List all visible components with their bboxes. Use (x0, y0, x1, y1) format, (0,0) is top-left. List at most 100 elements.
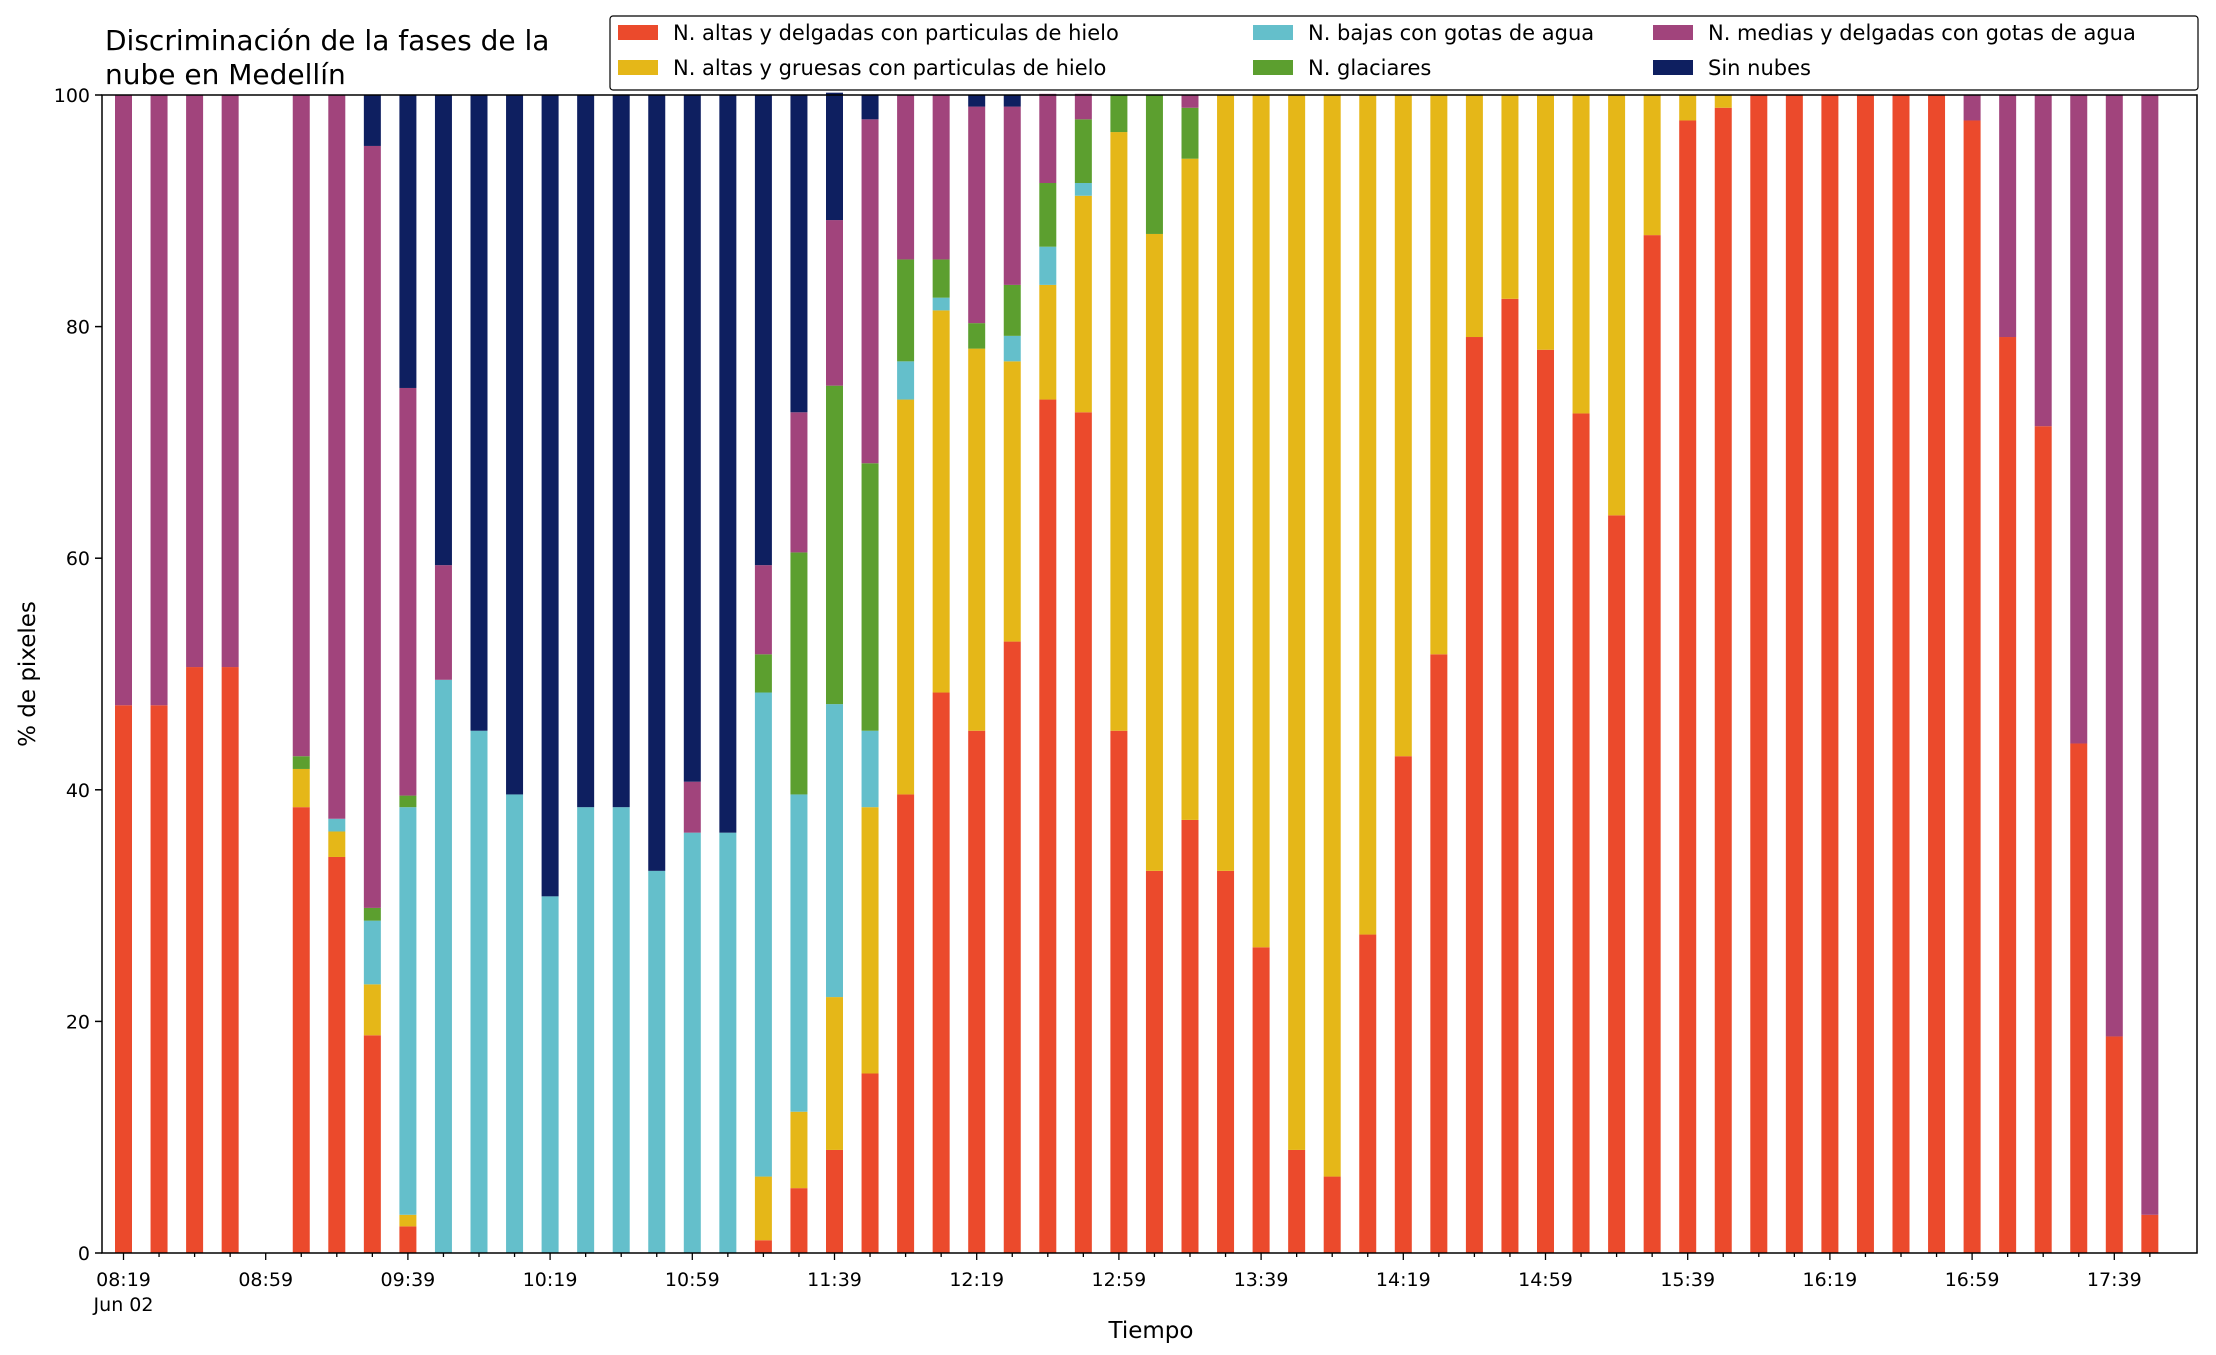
bar-segment (861, 119, 879, 464)
bar-segment (683, 781, 701, 833)
bar-segment (968, 323, 986, 349)
x-tick-label: 10:19 (523, 1269, 578, 1291)
bar-segment (506, 794, 524, 1253)
bar-segment (968, 95, 986, 107)
bar-segment (1252, 95, 1270, 948)
bar-segment (399, 1226, 417, 1253)
bar-segment (861, 1073, 879, 1253)
bar-segment (1394, 756, 1412, 1253)
bar-segment (221, 95, 239, 668)
bar-segment (1110, 95, 1128, 133)
bar-segment (221, 667, 239, 1253)
bar-segment (434, 679, 452, 1253)
chart-title-line-2: nube en Medellín (105, 58, 346, 91)
bar-segment (434, 565, 452, 680)
bar-segment (2070, 743, 2088, 1253)
bar-segment (1643, 235, 1661, 1253)
bar-segment (1074, 119, 1092, 184)
bar-segment (363, 920, 381, 985)
legend-swatch (618, 25, 658, 40)
x-tick-label: 11:39 (807, 1269, 862, 1291)
bar-segment (1181, 107, 1199, 159)
bar-segment (1430, 95, 1448, 655)
bar-segment (1039, 284, 1057, 400)
bar-segment (612, 807, 630, 1253)
bar-segment (897, 399, 915, 795)
x-tick-label: 09:39 (381, 1269, 436, 1291)
bar-segment (2141, 1214, 2159, 1253)
y-tick-label: 80 (66, 317, 90, 339)
bar-segment (1288, 95, 1306, 1150)
bar-segment (506, 95, 524, 795)
y-axis-label: % de pixeles (15, 601, 41, 747)
x-tick-label: 15:39 (1660, 1269, 1715, 1291)
bar-segment (1856, 95, 1874, 1253)
bar-segment (754, 1176, 772, 1241)
bar-segment (2105, 95, 2123, 1037)
bar-segment (1501, 298, 1519, 1253)
bar-segment (719, 832, 737, 1253)
bar-segment (1572, 95, 1590, 414)
bar-segment (577, 807, 595, 1253)
bar-segment (328, 856, 346, 1253)
bar-segment (897, 95, 915, 260)
bar-segment (186, 667, 204, 1253)
bar-segment (1003, 95, 1021, 107)
y-tick-label: 40 (66, 780, 90, 802)
bar-segment (363, 145, 381, 908)
bar-segment (1074, 412, 1092, 1253)
bar-segment (1394, 95, 1412, 757)
bar-segment (897, 794, 915, 1253)
bar-segment (1003, 106, 1021, 285)
bar-segment (968, 106, 986, 324)
legend-swatch (1653, 25, 1693, 40)
bar-segment (1785, 95, 1803, 1253)
bar-segment (150, 705, 168, 1253)
bar-segment (1679, 95, 1697, 121)
bar-segment (1999, 337, 2017, 1253)
legend-label: N. glaciares (1308, 56, 1431, 80)
bar-segment (1039, 93, 1057, 184)
bar-segment (861, 730, 879, 808)
bar-segment (1181, 95, 1199, 108)
bar-segment (150, 95, 168, 706)
bar-segment (541, 896, 559, 1253)
bar-segment (470, 730, 488, 1253)
bar-segment (1217, 95, 1235, 871)
bar-segment (1110, 730, 1128, 1253)
x-tick-label: 16:19 (1803, 1269, 1858, 1291)
bar-segment (612, 95, 630, 808)
bar-segment (1999, 95, 2017, 338)
bar-segment (790, 95, 808, 413)
bar-segment (292, 95, 310, 757)
bar-segment (2034, 426, 2052, 1253)
x-tick-label: 16:59 (1945, 1269, 2000, 1291)
bar-segment (1181, 819, 1199, 1253)
bar-segment (363, 907, 381, 921)
bar-segment (932, 259, 950, 298)
legend: N. altas y delgadas con particulas de hi… (609, 15, 2199, 91)
legend-label: N. bajas con gotas de agua (1308, 21, 1594, 45)
bar-segment (1714, 107, 1732, 1254)
bar-segment (2141, 95, 2159, 1215)
plot-frame (101, 94, 2198, 1254)
bar-segment (1928, 95, 1946, 1253)
bar-segment (897, 259, 915, 362)
bar-segment (754, 95, 772, 566)
bar-segment (1608, 95, 1626, 516)
bar-segment (790, 1111, 808, 1189)
y-tick-label: 100 (54, 85, 90, 107)
bar-segment (1465, 95, 1483, 338)
bar-segment (186, 95, 204, 668)
y-tick-label: 0 (78, 1243, 90, 1265)
bar-segment (1003, 641, 1021, 1253)
bar-segment (1643, 95, 1661, 236)
legend-swatch (1653, 60, 1693, 75)
bar-segment (1145, 233, 1163, 871)
bar-segment (2070, 95, 2088, 744)
bar-segment (861, 807, 879, 1074)
bar-segment (1110, 132, 1128, 731)
x-tick-label: 08:59 (238, 1269, 293, 1291)
bar-segment (1537, 349, 1554, 1253)
